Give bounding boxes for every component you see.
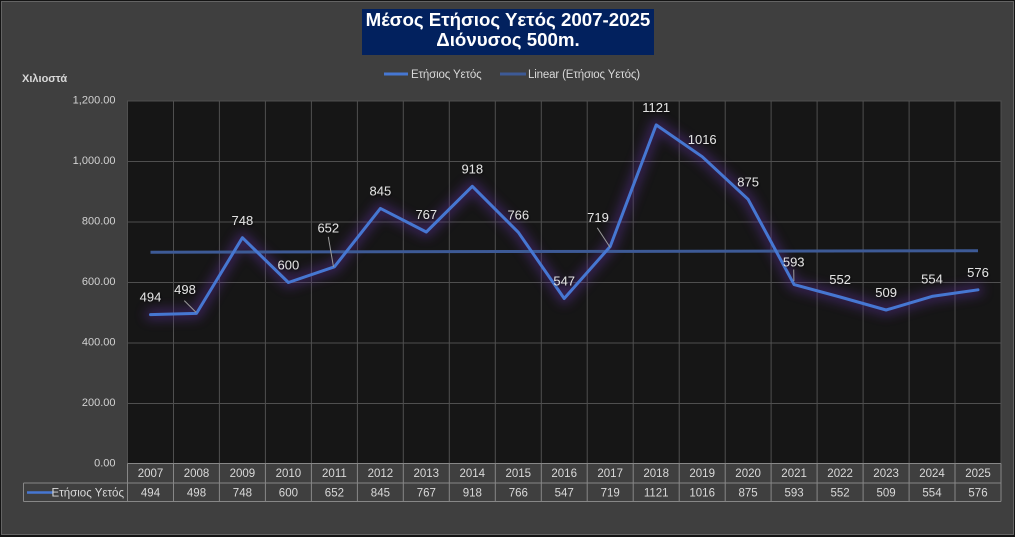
svg-text:2012: 2012 [368, 468, 394, 480]
svg-text:2024: 2024 [919, 468, 945, 480]
svg-text:918: 918 [461, 161, 483, 176]
svg-text:875: 875 [739, 487, 758, 499]
svg-text:498: 498 [174, 282, 196, 297]
svg-text:2011: 2011 [322, 468, 347, 480]
svg-text:Χιλιοστά: Χιλιοστά [22, 73, 67, 85]
svg-text:200.00: 200.00 [82, 397, 116, 409]
svg-text:652: 652 [317, 221, 339, 236]
svg-text:719: 719 [587, 210, 609, 225]
svg-text:767: 767 [415, 207, 437, 222]
svg-text:494: 494 [141, 487, 161, 499]
svg-text:2016: 2016 [551, 468, 577, 480]
svg-text:1,200.00: 1,200.00 [73, 94, 116, 106]
svg-text:1,000.00: 1,000.00 [73, 155, 116, 167]
svg-text:2020: 2020 [735, 468, 761, 480]
svg-text:2010: 2010 [276, 468, 302, 480]
svg-text:2013: 2013 [414, 468, 440, 480]
svg-text:552: 552 [829, 272, 851, 287]
svg-text:509: 509 [875, 285, 897, 300]
svg-text:600: 600 [279, 487, 298, 499]
svg-text:1121: 1121 [644, 487, 669, 499]
svg-text:554: 554 [921, 272, 943, 287]
svg-text:1016: 1016 [688, 132, 717, 147]
svg-text:554: 554 [922, 487, 942, 499]
svg-text:600: 600 [278, 258, 300, 273]
svg-text:593: 593 [785, 487, 804, 499]
svg-text:494: 494 [140, 290, 162, 305]
svg-text:766: 766 [507, 207, 529, 222]
svg-text:2009: 2009 [230, 468, 256, 480]
svg-text:766: 766 [509, 487, 528, 499]
svg-text:1121: 1121 [642, 100, 670, 115]
svg-text:Ετήσιος Υετός: Ετήσιος Υετός [52, 487, 125, 499]
svg-text:547: 547 [553, 274, 575, 289]
svg-text:2017: 2017 [597, 468, 623, 480]
svg-text:2025: 2025 [965, 468, 991, 480]
svg-text:600.00: 600.00 [82, 276, 116, 288]
svg-text:0.00: 0.00 [94, 457, 115, 469]
svg-text:748: 748 [232, 213, 254, 228]
svg-text:767: 767 [417, 487, 436, 499]
svg-text:1016: 1016 [689, 487, 715, 499]
svg-text:576: 576 [968, 487, 987, 499]
svg-text:593: 593 [783, 254, 805, 269]
svg-text:2021: 2021 [781, 468, 807, 480]
svg-text:748: 748 [233, 487, 252, 499]
svg-text:2015: 2015 [506, 468, 532, 480]
svg-text:652: 652 [325, 487, 344, 499]
svg-text:547: 547 [555, 487, 574, 499]
svg-text:552: 552 [831, 487, 850, 499]
svg-text:Linear (Ετήσιος Υετός): Linear (Ετήσιος Υετός) [528, 69, 640, 81]
svg-text:719: 719 [601, 487, 620, 499]
svg-text:2007: 2007 [138, 468, 164, 480]
svg-text:875: 875 [737, 174, 759, 189]
svg-text:2022: 2022 [827, 468, 853, 480]
svg-text:800.00: 800.00 [82, 215, 116, 227]
svg-text:498: 498 [187, 487, 206, 499]
svg-text:2023: 2023 [873, 468, 899, 480]
svg-text:Ετήσιος Υετός: Ετήσιος Υετός [411, 69, 482, 81]
svg-text:400.00: 400.00 [82, 336, 116, 348]
svg-text:2018: 2018 [643, 468, 669, 480]
svg-text:2019: 2019 [689, 468, 715, 480]
svg-text:2014: 2014 [460, 468, 486, 480]
svg-text:845: 845 [370, 184, 392, 199]
svg-text:509: 509 [877, 487, 896, 499]
svg-text:2008: 2008 [184, 468, 210, 480]
svg-text:576: 576 [967, 265, 989, 280]
svg-text:845: 845 [371, 487, 390, 499]
svg-text:918: 918 [463, 487, 482, 499]
